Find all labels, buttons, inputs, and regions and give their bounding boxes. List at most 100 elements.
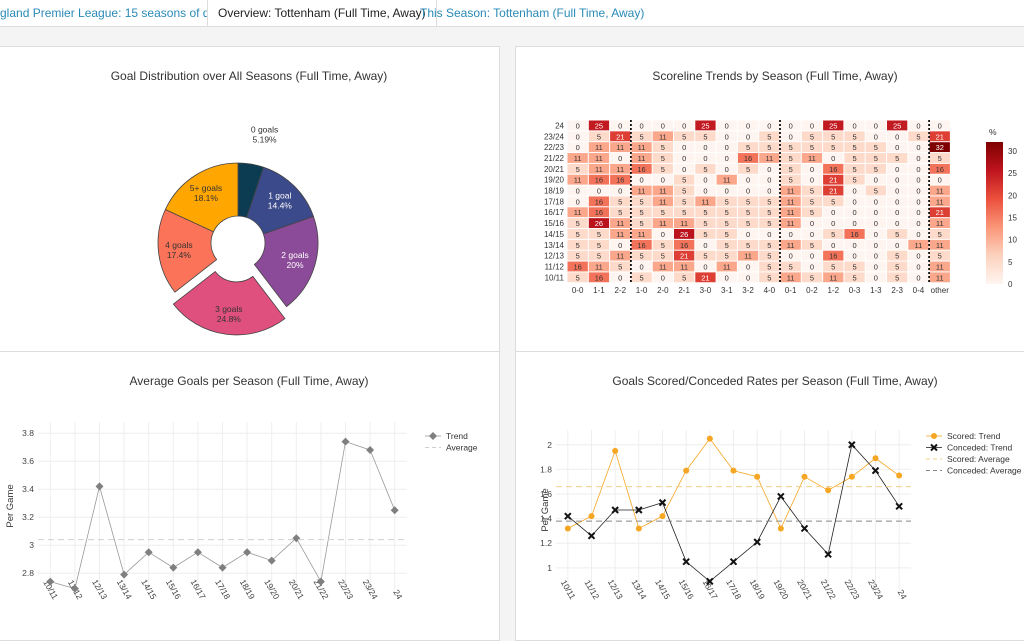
heatmap-cell [823, 218, 844, 228]
heatmap-cell [929, 250, 950, 261]
heatmap-cell-value: 5 [639, 197, 643, 206]
avg-goals-panel: Average Goals per Season (Full Time, Awa… [0, 351, 500, 641]
heatmap-cell [865, 272, 886, 283]
heatmap-cell [567, 185, 588, 196]
heatmap-cell-value: 21 [616, 132, 624, 141]
heatmap-cell-value: 26 [680, 230, 688, 239]
colorbar-title: % [989, 127, 997, 137]
legend-label: Scored: Average [947, 454, 1010, 464]
heatmap-cell-value: 0 [874, 176, 878, 185]
heatmap-x-tick: other [931, 286, 950, 295]
tab-this-season[interactable]: This Season: Tottenham (Full Time, Away) [420, 6, 645, 20]
heatmap-cell-value: 0 [874, 197, 878, 206]
colorbar-tick: 15 [1008, 213, 1017, 222]
data-point [895, 502, 903, 511]
heatmap-cell-value: 0 [916, 143, 920, 152]
heatmap-cell [716, 174, 737, 185]
heatmap-x-tick: 0-4 [913, 286, 925, 295]
colorbar-tick: 0 [1008, 280, 1013, 289]
heatmap-cell-value: 5 [639, 252, 643, 261]
heatmap-cell [780, 218, 801, 228]
heatmap-cell-value: 0 [789, 121, 793, 130]
heatmap-cell-value: 0 [639, 121, 643, 130]
heatmap-cell-value: 11 [744, 252, 752, 261]
heatmap-cell-value: 0 [916, 262, 920, 271]
heatmap-cell [780, 261, 801, 272]
heatmap-cell-value: 0 [831, 208, 835, 217]
heatmap-cell-value: 0 [916, 208, 920, 217]
x-tick-label: 22/23 [336, 578, 355, 602]
heatmap-cell-value: 0 [725, 154, 729, 163]
heatmap-cell [695, 272, 716, 283]
heatmap-cell-value: 5 [746, 208, 750, 217]
y-tick-label: 3 [29, 540, 34, 550]
heatmap-cell-value: 11 [659, 132, 667, 141]
heatmap-cell [759, 218, 780, 228]
heatmap-cell-value: 11 [680, 219, 688, 228]
heatmap-cell [631, 185, 652, 196]
data-point [611, 506, 619, 514]
heatmap-cell [908, 131, 929, 142]
rates-chart: 1 1.2 1.4 1.6 1.8 2 Per Game 10/11 11/12 12/13 13/… [540, 430, 1022, 602]
heatmap-cell [823, 153, 844, 163]
heatmap-cell [801, 153, 823, 163]
heatmap-cell-value: 11 [936, 187, 944, 196]
heatmap-cell [652, 272, 673, 283]
heatmap-cell [801, 196, 823, 207]
heatmap-y-tick: 21/22 [544, 154, 565, 163]
heatmap-cell-value: 5 [767, 262, 771, 271]
pie-slice-label: 0 goals [251, 124, 278, 134]
heatmap-cell-value: 0 [725, 165, 729, 174]
heatmap-cell [610, 174, 631, 185]
heatmap-cell [759, 142, 780, 153]
heatmap-y-tick: 20/21 [544, 165, 565, 174]
heatmap-cell [567, 229, 588, 239]
heatmap-x-tick: 1-2 [827, 286, 839, 295]
data-point [243, 548, 252, 557]
heatmap-cell-value: 16 [616, 176, 624, 185]
heatmap-x-tick: 0-0 [572, 286, 584, 295]
heatmap-cell [780, 196, 801, 207]
heatmap-cell [567, 153, 588, 163]
heatmap-cell [588, 153, 610, 163]
heatmap-cell [588, 261, 610, 272]
heatmap-cell [588, 142, 610, 153]
heatmap-x-tick: 2-0 [657, 286, 669, 295]
heatmap-cell [610, 250, 631, 261]
heatmap-cell [801, 250, 823, 261]
tab-overview[interactable]: Overview: Tottenham (Full Time, Away) [207, 0, 437, 26]
heatmap-cell-value: 5 [576, 252, 580, 261]
heatmap-cell [610, 196, 631, 207]
heatmap-cell-value: 0 [938, 121, 942, 130]
heatmap-cell-value: 5 [874, 165, 878, 174]
heatmap-cell [567, 142, 588, 153]
heatmap-cell [780, 153, 801, 163]
heatmap-cell [801, 174, 823, 185]
heatmap-cell-value: 0 [895, 132, 899, 141]
heatmap-cell [823, 229, 844, 239]
heatmap-cell [631, 261, 652, 272]
heatmap-cell [844, 239, 865, 250]
heatmap-cell-value: 0 [916, 187, 920, 196]
heatmap-cell [737, 174, 759, 185]
heatmap-cell-value: 5 [767, 208, 771, 217]
heatmap-cell-value: 0 [576, 121, 580, 130]
heatmap-cell [652, 250, 673, 261]
heatmap-cell [652, 131, 673, 142]
x-tick-label: 10/11 [559, 578, 578, 601]
tab-league[interactable]: gland Premier League: 15 seasons of data [0, 6, 227, 20]
heatmap-cell [610, 120, 631, 131]
x-tick-label: 23/24 [361, 578, 380, 602]
heatmap-cell-value: 0 [831, 241, 835, 250]
heatmap-cell [929, 229, 950, 239]
x-tick-label: 15/16 [677, 578, 696, 602]
heatmap-cell [929, 196, 950, 207]
heatmap-cell [716, 163, 737, 174]
heatmap-cell [674, 218, 695, 228]
heatmap-cell-value: 0 [682, 121, 686, 130]
data-point [429, 432, 437, 440]
heatmap-cell-value: 0 [661, 273, 665, 282]
heatmap-cell-value: 0 [916, 273, 920, 282]
heatmap-cell [631, 174, 652, 185]
heatmap-cell-value: 0 [703, 143, 707, 152]
